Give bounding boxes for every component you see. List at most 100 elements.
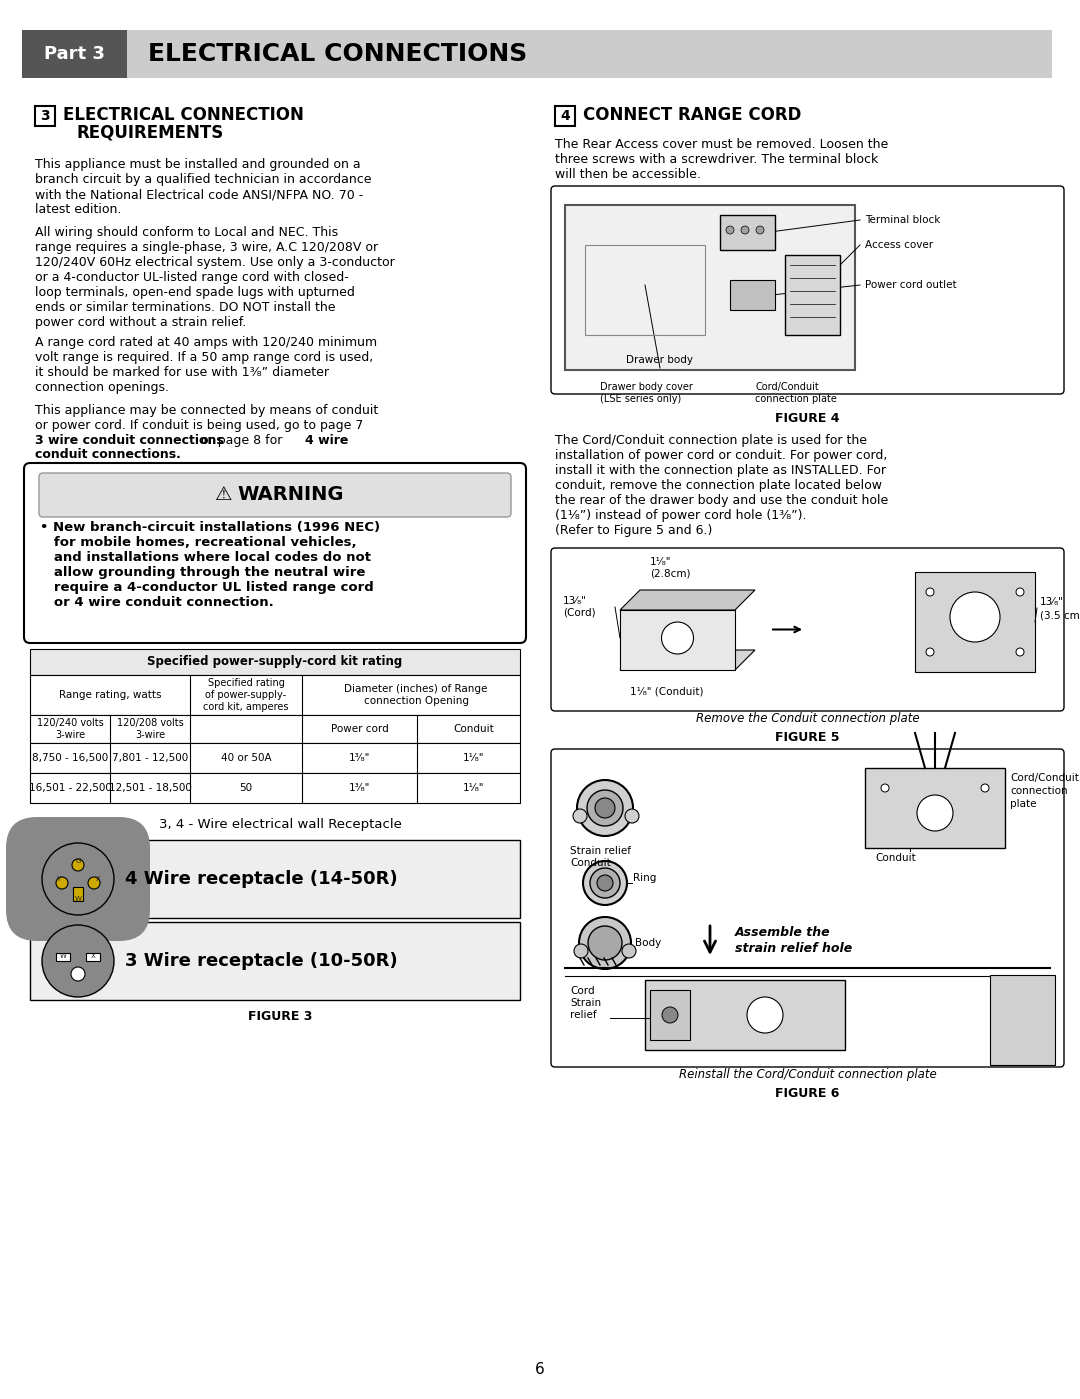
Bar xyxy=(30,649,519,674)
Text: 40 or 50A: 40 or 50A xyxy=(220,753,271,762)
Bar xyxy=(22,29,127,78)
Circle shape xyxy=(667,1007,683,1023)
Text: Specified power-supply-cord kit rating: Specified power-supply-cord kit rating xyxy=(147,656,403,669)
Text: 1³⁄₈": 1³⁄₈" xyxy=(349,753,370,762)
Bar xyxy=(127,29,1052,78)
Circle shape xyxy=(42,925,114,997)
Text: Strain relief: Strain relief xyxy=(570,846,631,856)
Text: Body: Body xyxy=(635,937,661,949)
Circle shape xyxy=(622,944,636,958)
Polygon shape xyxy=(620,590,755,610)
Bar xyxy=(915,572,1035,672)
Circle shape xyxy=(881,783,889,792)
Bar xyxy=(585,245,705,334)
Polygon shape xyxy=(620,610,735,670)
Text: Cord/Conduit: Cord/Conduit xyxy=(755,382,819,392)
Text: 3: 3 xyxy=(40,109,50,123)
Text: X: X xyxy=(96,876,100,881)
Text: or page 8 for: or page 8 for xyxy=(197,434,286,448)
Text: Terminal block: Terminal block xyxy=(865,215,941,225)
Text: 1³⁄₈": 1³⁄₈" xyxy=(349,783,370,793)
Text: G: G xyxy=(76,858,81,865)
Circle shape xyxy=(950,592,1000,642)
Text: Part 3: Part 3 xyxy=(43,45,105,63)
Circle shape xyxy=(573,809,588,823)
Text: 1¹⁄₈": 1¹⁄₈" xyxy=(462,783,484,793)
Text: ⚠: ⚠ xyxy=(215,485,232,505)
Text: Drawer body cover: Drawer body cover xyxy=(600,382,693,392)
Text: W: W xyxy=(75,895,81,902)
Circle shape xyxy=(662,1007,678,1023)
Text: Conduit: Conduit xyxy=(875,853,916,863)
Text: FIGURE 3: FIGURE 3 xyxy=(247,1010,312,1023)
Circle shape xyxy=(1016,648,1024,656)
Circle shape xyxy=(741,227,750,234)
Text: (LSE series only): (LSE series only) xyxy=(600,395,681,404)
Bar xyxy=(565,206,855,369)
Circle shape xyxy=(590,867,620,898)
Bar xyxy=(86,953,100,961)
Text: 7,801 - 12,500: 7,801 - 12,500 xyxy=(112,753,188,762)
Circle shape xyxy=(926,588,934,596)
Bar xyxy=(730,280,775,311)
Circle shape xyxy=(573,944,588,958)
Text: Conduit: Conduit xyxy=(570,858,611,867)
Text: Drawer body: Drawer body xyxy=(626,355,693,365)
Circle shape xyxy=(56,877,68,888)
Text: 4: 4 xyxy=(561,109,570,123)
Circle shape xyxy=(917,795,953,831)
Bar xyxy=(30,715,519,743)
Circle shape xyxy=(588,790,623,825)
Bar xyxy=(73,887,83,901)
Text: 120/240 volts
3-wire: 120/240 volts 3-wire xyxy=(37,718,104,740)
Bar xyxy=(865,768,1005,848)
Bar xyxy=(555,106,575,126)
Text: 1¹⁄₈"
(2.8cm): 1¹⁄₈" (2.8cm) xyxy=(650,557,690,579)
Text: This appliance must be installed and grounded on a
branch circuit by a qualified: This appliance must be installed and gro… xyxy=(35,158,372,215)
Text: Remove the Conduit connection plate: Remove the Conduit connection plate xyxy=(696,712,919,725)
FancyBboxPatch shape xyxy=(6,817,150,942)
Text: Assemble the
strain relief hole: Assemble the strain relief hole xyxy=(735,926,852,954)
Circle shape xyxy=(577,781,633,837)
Text: 120/208 volts
3-wire: 120/208 volts 3-wire xyxy=(117,718,184,740)
Text: connection plate: connection plate xyxy=(755,395,837,404)
Circle shape xyxy=(87,877,100,888)
Text: The Cord/Conduit connection plate is used for the
installation of power cord or : The Cord/Conduit connection plate is use… xyxy=(555,434,888,537)
Text: Ring: Ring xyxy=(633,873,657,883)
Text: Conduit: Conduit xyxy=(454,725,494,734)
Text: Access cover: Access cover xyxy=(865,241,933,250)
Text: conduit connections.: conduit connections. xyxy=(35,448,180,462)
Text: ELECTRICAL CONNECTION: ELECTRICAL CONNECTION xyxy=(63,106,303,125)
Circle shape xyxy=(661,623,693,653)
Bar xyxy=(30,839,519,918)
Bar xyxy=(720,215,775,250)
FancyBboxPatch shape xyxy=(24,463,526,644)
Bar xyxy=(645,981,845,1051)
Bar xyxy=(30,774,519,803)
Text: 8,750 - 16,500: 8,750 - 16,500 xyxy=(32,753,108,762)
Bar xyxy=(990,975,1055,1065)
Text: FIGURE 6: FIGURE 6 xyxy=(775,1087,839,1100)
Text: CONNECT RANGE CORD: CONNECT RANGE CORD xyxy=(583,106,801,125)
Circle shape xyxy=(1016,588,1024,596)
Text: 13⁄₈"
(Cord): 13⁄₈" (Cord) xyxy=(563,596,596,618)
Circle shape xyxy=(595,797,615,818)
Text: Diameter (inches) of Range
connection Opening: Diameter (inches) of Range connection Op… xyxy=(345,684,488,706)
FancyBboxPatch shape xyxy=(551,548,1064,711)
Circle shape xyxy=(42,844,114,915)
Text: Reinstall the Cord/Conduit connection plate: Reinstall the Cord/Conduit connection pl… xyxy=(678,1067,936,1081)
Text: 3 wire conduit connections: 3 wire conduit connections xyxy=(35,434,224,448)
Text: 1¹⁄₈": 1¹⁄₈" xyxy=(462,753,484,762)
Text: FIGURE 4: FIGURE 4 xyxy=(775,411,840,425)
Circle shape xyxy=(72,859,84,872)
Circle shape xyxy=(981,783,989,792)
Text: FIGURE 5: FIGURE 5 xyxy=(775,732,840,744)
Text: 3, 4 - Wire electrical wall Receptacle: 3, 4 - Wire electrical wall Receptacle xyxy=(159,818,402,831)
Text: connection: connection xyxy=(1010,786,1068,796)
Text: plate: plate xyxy=(1010,799,1037,809)
Text: Y: Y xyxy=(56,876,60,881)
Text: REQUIREMENTS: REQUIREMENTS xyxy=(77,123,225,141)
Bar xyxy=(35,106,55,126)
Text: Specified rating
of power-supply-
cord kit, amperes: Specified rating of power-supply- cord k… xyxy=(203,679,288,712)
Circle shape xyxy=(625,809,639,823)
